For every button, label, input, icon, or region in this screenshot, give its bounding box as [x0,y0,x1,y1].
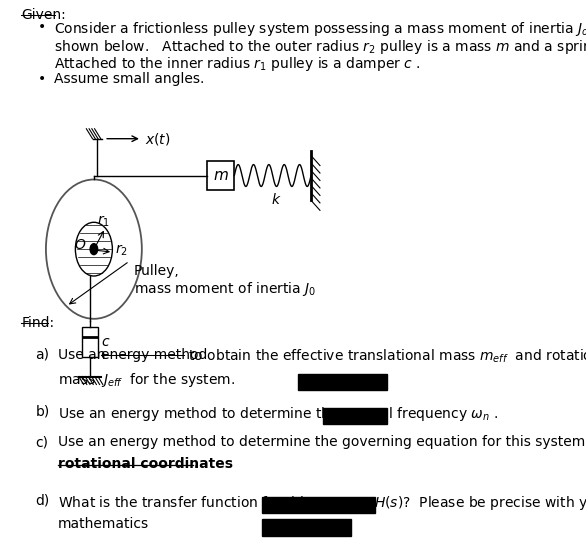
Circle shape [90,244,98,254]
Text: .: . [193,457,199,471]
Text: mass moment of inertia $J_0$: mass moment of inertia $J_0$ [134,280,316,298]
Text: Assume small angles.: Assume small angles. [53,72,204,86]
Text: Use an energy method to determine the governing equation for this system in: Use an energy method to determine the go… [57,435,586,449]
Text: to obtain the effective translational mass $m_{eff}$  and rotational: to obtain the effective translational ma… [184,348,586,366]
Text: $O$: $O$ [74,238,86,252]
Text: rotational coordinates: rotational coordinates [57,457,233,471]
Text: •: • [38,20,46,34]
Text: c): c) [36,435,49,449]
Bar [81,327,98,357]
Text: $x(t)$: $x(t)$ [145,131,170,146]
FancyBboxPatch shape [298,373,387,390]
FancyBboxPatch shape [322,408,387,424]
Text: Pulley,: Pulley, [134,264,179,278]
Text: Find:: Find: [22,316,54,330]
Text: shown below.   Attached to the outer radius $r_2$ pulley is a mass $m$ and a spr: shown below. Attached to the outer radiu… [53,37,586,55]
Text: •: • [38,72,46,86]
Text: Use an energy method to determine the natural frequency $\omega_n$ .: Use an energy method to determine the na… [57,405,498,423]
FancyBboxPatch shape [263,519,350,536]
Text: a): a) [36,348,49,362]
Text: $m$: $m$ [213,168,229,183]
Text: Attached to the inner radius $r_1$ pulley is a damper $c$ .: Attached to the inner radius $r_1$ pulle… [53,55,420,73]
Text: Given:: Given: [22,8,66,22]
Text: Consider a frictionless pulley system possessing a mass moment of inertia $J_o$ : Consider a frictionless pulley system po… [53,20,586,39]
Text: mass  $J_{eff}$  for the system.: mass $J_{eff}$ for the system. [57,371,235,389]
Text: What is the transfer function for this system, $H(s)$?  Please be precise with y: What is the transfer function for this s… [57,494,586,511]
Text: Use an: Use an [57,348,110,362]
Text: mathematics: mathematics [57,517,149,531]
FancyBboxPatch shape [263,497,375,513]
Text: $c$: $c$ [101,335,111,349]
Text: $k$: $k$ [271,192,281,207]
Text: $r_2$: $r_2$ [115,243,128,258]
Text: $r_1$: $r_1$ [97,214,110,229]
Text: d): d) [36,494,50,508]
Text: b): b) [36,405,50,419]
Bar [207,160,234,191]
Text: energy method: energy method [101,348,207,362]
